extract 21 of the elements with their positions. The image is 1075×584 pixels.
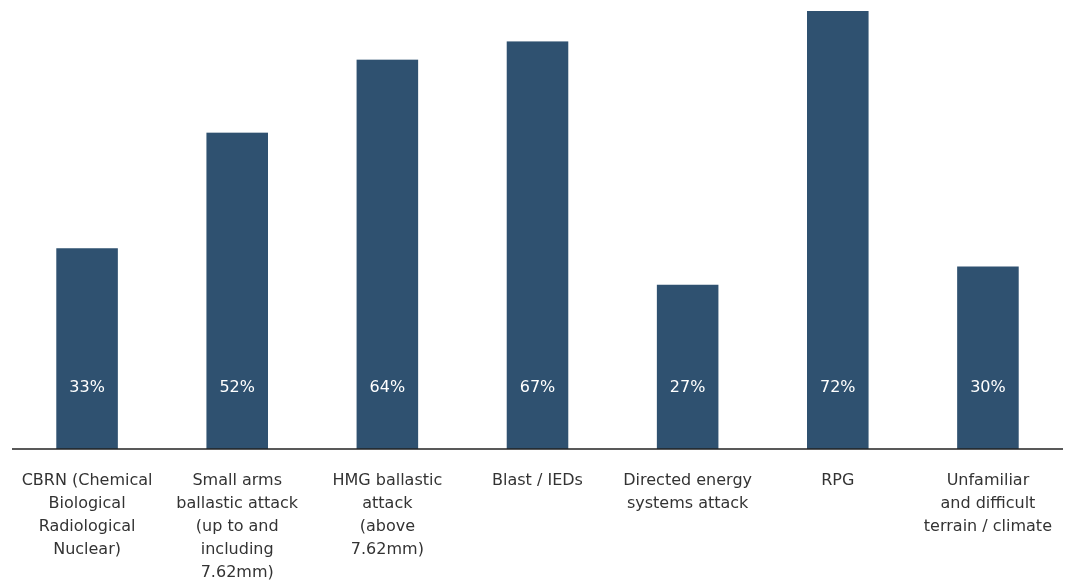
x-tick-label: Small arms ballastic attack (up to and including 7.62mm) xyxy=(176,470,299,581)
bar xyxy=(56,248,118,449)
bar xyxy=(957,266,1019,449)
data-label: 52% xyxy=(219,377,255,396)
data-label: 67% xyxy=(519,377,556,396)
x-tick-label: HMG ballastic attack (above 7.62mm) xyxy=(332,470,443,558)
data-label: 27% xyxy=(669,377,706,396)
x-tick-label: Blast / IEDs xyxy=(492,470,583,489)
data-label: 64% xyxy=(369,377,406,396)
bar xyxy=(356,59,419,449)
bar xyxy=(656,284,719,449)
data-label: 33% xyxy=(69,377,105,396)
x-tick-label: CBRN (Chemical Biological Radiological Nuclear) xyxy=(21,470,153,558)
x-tick-label: Unfamiliar and difficult terrain / climate xyxy=(923,470,1052,535)
bar xyxy=(206,132,268,449)
x-tick-label: Directed energy systems attack xyxy=(623,470,753,512)
data-label: 30% xyxy=(970,377,1006,396)
data-label: 72% xyxy=(820,377,856,396)
bar xyxy=(506,41,569,449)
bar xyxy=(807,11,869,449)
x-tick-label: RPG xyxy=(821,470,855,489)
